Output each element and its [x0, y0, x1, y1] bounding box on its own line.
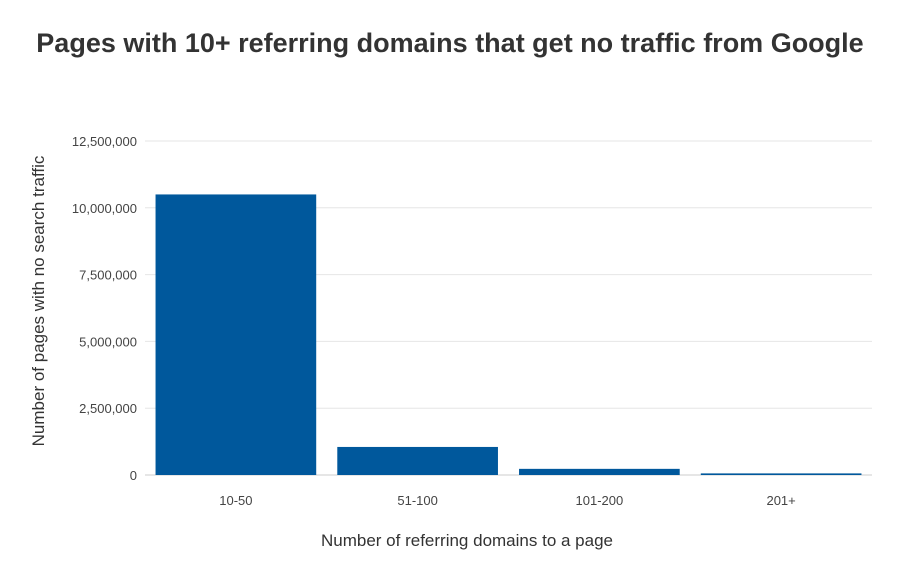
- y-tick-label: 5,000,000: [79, 334, 137, 349]
- y-tick-label: 7,500,000: [79, 268, 137, 283]
- bars: [155, 194, 862, 475]
- x-tick-label: 51-100: [397, 493, 437, 508]
- y-axis-label: Number of pages with no search traffic: [29, 155, 48, 446]
- y-tick-label: 10,000,000: [72, 201, 137, 216]
- x-axis-label: Number of referring domains to a page: [321, 531, 613, 550]
- x-tick-label: 101-200: [576, 493, 624, 508]
- bar-10-50: [155, 194, 317, 475]
- y-axis-ticks: 0 2,500,000 5,000,000 7,500,000 10,000,000 12…: [72, 134, 137, 483]
- x-tick-label: 10-50: [219, 493, 252, 508]
- chart-title: Pages with 10+ referring domains that ge…: [36, 28, 864, 58]
- bar-101-200: [519, 468, 680, 475]
- y-tick-label: 0: [130, 468, 137, 483]
- x-axis-ticks: 10-50 51-100 101-200 201+: [219, 493, 796, 508]
- y-tick-label: 2,500,000: [79, 401, 137, 416]
- bar-201+: [700, 473, 862, 475]
- y-tick-label: 12,500,000: [72, 134, 137, 149]
- x-tick-label: 201+: [766, 493, 795, 508]
- bar-51-100: [337, 446, 498, 475]
